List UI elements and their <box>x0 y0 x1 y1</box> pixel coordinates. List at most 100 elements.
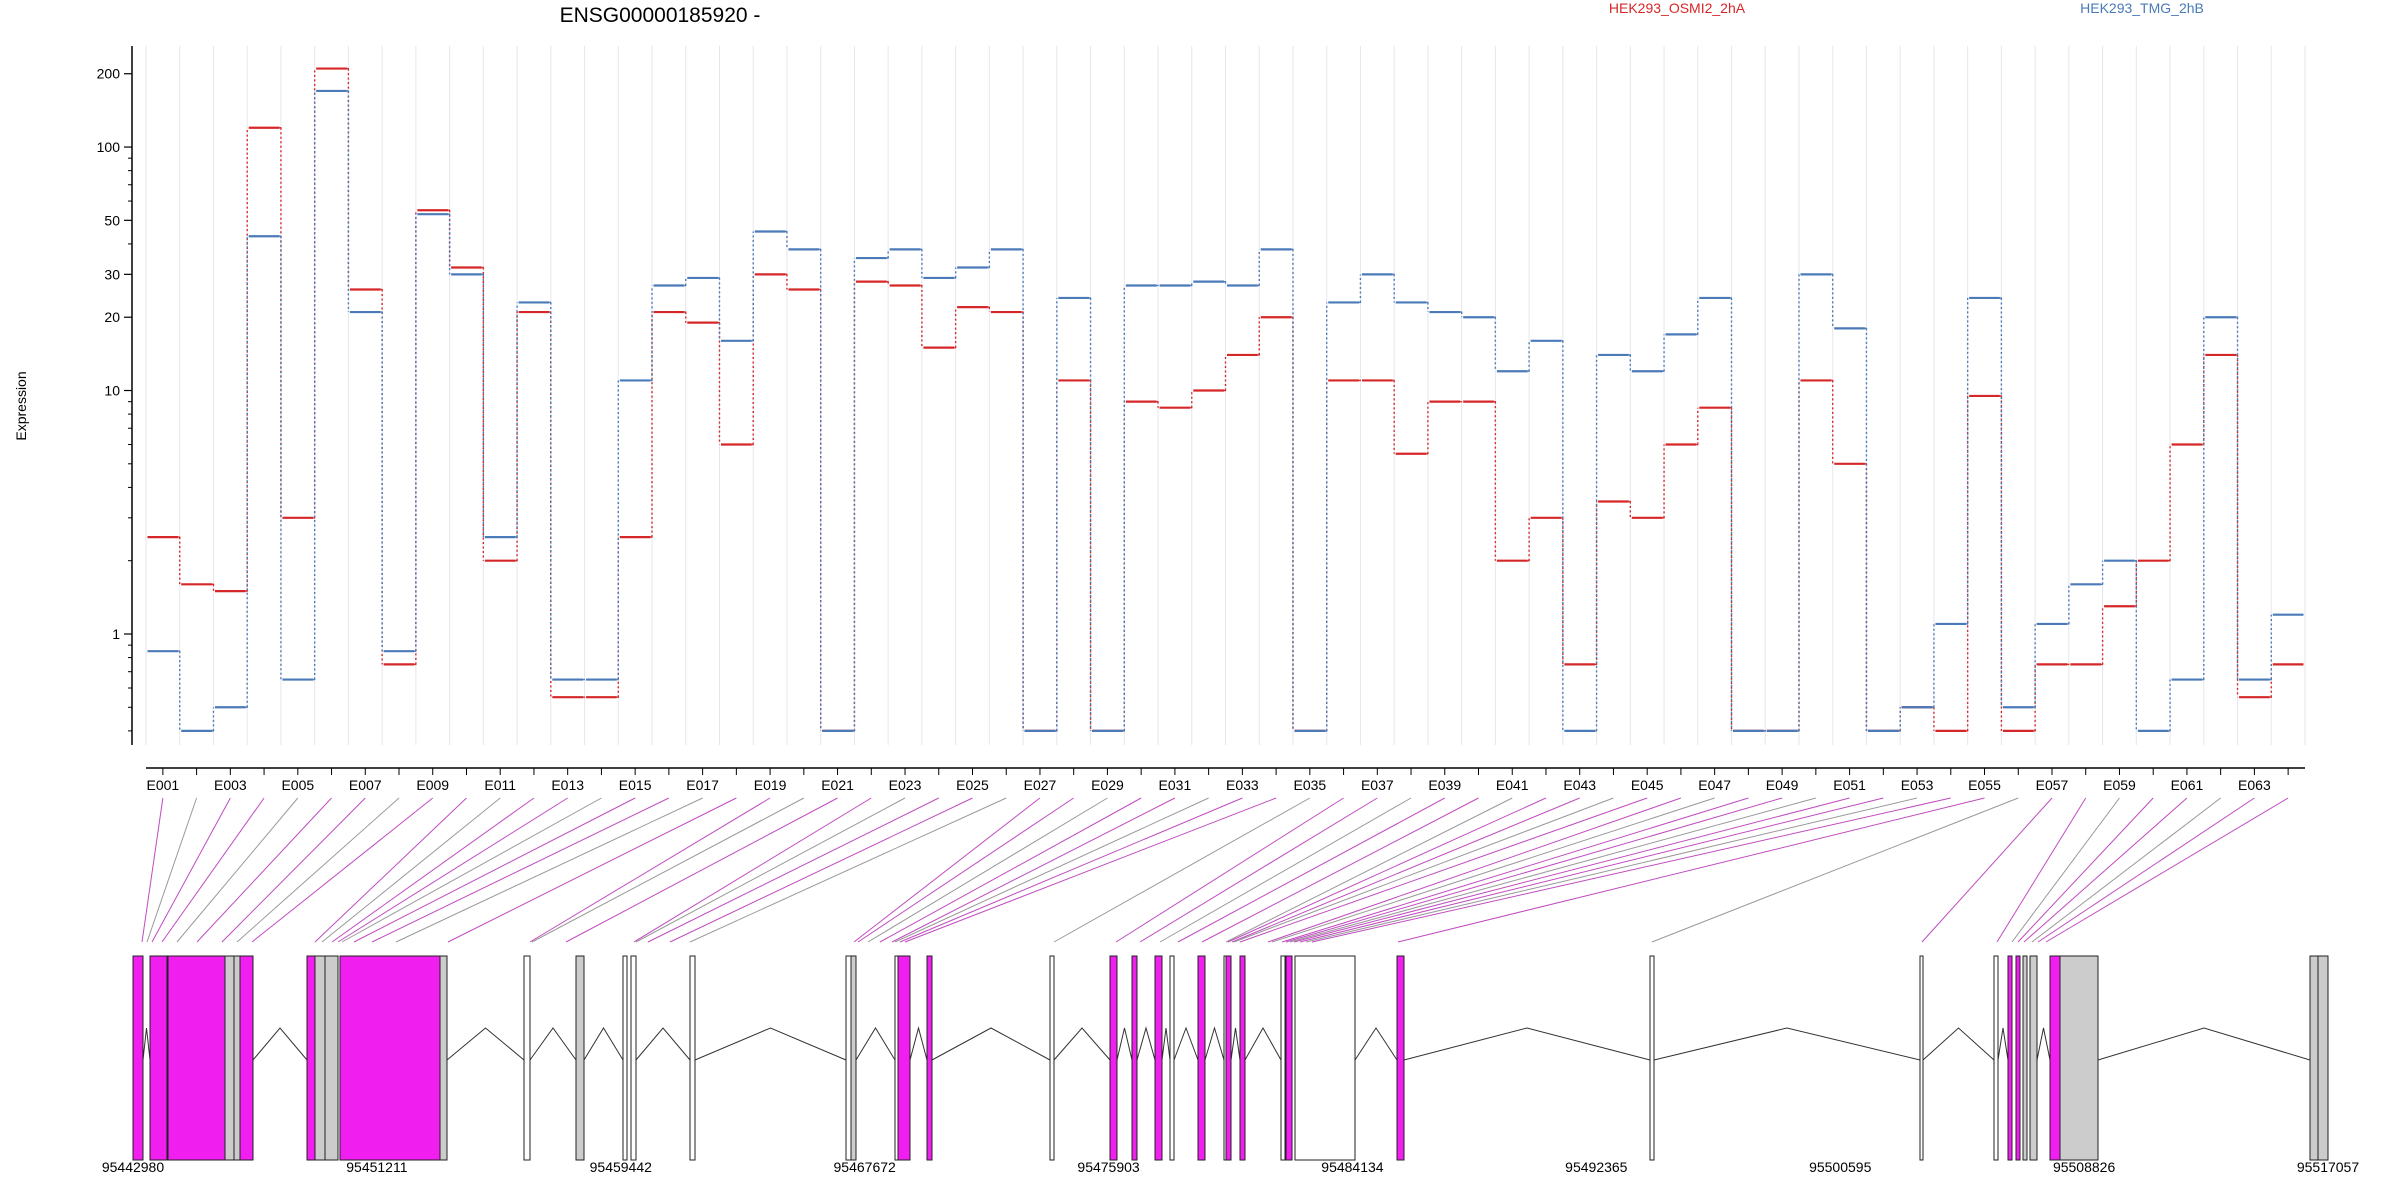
exon-connector <box>341 797 602 943</box>
exon-box <box>2317 955 2329 1161</box>
exon-connector <box>2031 797 2221 943</box>
exon-label: E053 <box>1901 777 1934 793</box>
exon-label: E027 <box>1024 777 1057 793</box>
exon-connector <box>1651 797 2019 943</box>
intron-line <box>1230 1027 1241 1061</box>
genomic-coordinate: 95508826 <box>2053 1159 2116 1175</box>
legend-series-1: HEK293_OSMI2_2hA <box>1609 0 1746 16</box>
exon-connectors <box>141 797 2289 943</box>
intron-line <box>1244 1026 1282 1061</box>
exon-label: E045 <box>1631 777 1664 793</box>
y-tick-label: 10 <box>104 383 120 399</box>
exon-box <box>1049 955 1055 1161</box>
exon-connector <box>221 797 366 943</box>
exon-label: E061 <box>2171 777 2204 793</box>
exon-connector <box>857 797 1074 943</box>
exon-label: E013 <box>551 777 584 793</box>
exon-label: E043 <box>1563 777 1596 793</box>
y-tick-label: 30 <box>104 266 120 282</box>
exon-label: E049 <box>1766 777 1799 793</box>
exon-label: E005 <box>281 777 314 793</box>
genomic-coordinate: 95517057 <box>2297 1159 2360 1175</box>
exon-connector <box>2045 797 2289 943</box>
exon-box <box>2049 955 2061 1161</box>
exon-label: E037 <box>1361 777 1394 793</box>
exon-connector <box>151 797 231 943</box>
exon-connector <box>1053 797 1311 943</box>
exon-connector <box>1921 797 2053 943</box>
exon-connector <box>904 797 1277 943</box>
exon-connector <box>2011 797 2120 943</box>
exon-connector <box>2037 797 2255 943</box>
intron-line <box>635 1027 691 1061</box>
y-tick-label: 20 <box>104 309 120 325</box>
exon-label: E023 <box>889 777 922 793</box>
exon-connector <box>236 797 400 943</box>
exon-connector <box>314 797 467 943</box>
exon-box <box>850 955 857 1161</box>
exon-box <box>523 955 531 1161</box>
exon-label: E051 <box>1833 777 1866 793</box>
exon-connector <box>2023 797 2188 943</box>
exon-box <box>132 955 144 1161</box>
intron-line <box>1173 1026 1199 1061</box>
exon-connector <box>395 797 703 943</box>
intron-line <box>142 1027 151 1061</box>
exon-label: E003 <box>214 777 247 793</box>
y-tick-label: 50 <box>104 212 120 228</box>
exon-box <box>1169 955 1175 1161</box>
exon-connector <box>1289 797 1816 943</box>
exon-connector <box>635 797 906 943</box>
exon-box <box>1225 955 1232 1161</box>
exon-label: E057 <box>2036 777 2069 793</box>
y-axis-label: Expression <box>13 371 29 440</box>
exon-box <box>1396 955 1405 1161</box>
intron-line <box>1354 1027 1398 1061</box>
intron-line <box>1403 1027 1651 1061</box>
exon-connector <box>447 797 737 943</box>
exon-label: E021 <box>821 777 854 793</box>
exon-connector <box>1227 797 1547 943</box>
exon-connector <box>1271 797 1715 943</box>
exon-box <box>2007 955 2013 1161</box>
exon-connector <box>1267 797 1682 943</box>
intron-line <box>2036 1027 2051 1061</box>
exon-label: E059 <box>2103 777 2136 793</box>
exon-connector <box>371 797 670 943</box>
exon-box <box>1294 955 1356 1161</box>
exon-label: E017 <box>686 777 719 793</box>
exon-label: E035 <box>1293 777 1326 793</box>
exon-box <box>233 955 241 1161</box>
intron-line <box>529 1027 577 1061</box>
exon-connector <box>337 797 568 943</box>
exon-box <box>339 955 441 1161</box>
genomic-coordinate: 95442980 <box>102 1159 165 1175</box>
y-tick-label: 100 <box>97 139 121 155</box>
intron-line <box>1136 1026 1156 1061</box>
exon-connector <box>176 797 299 943</box>
exon-box <box>1239 955 1246 1161</box>
exon-connector <box>1285 797 1783 943</box>
exon-box <box>622 955 628 1161</box>
exon-box <box>306 955 316 1161</box>
exon-label: E055 <box>1968 777 2001 793</box>
exon-label: E039 <box>1428 777 1461 793</box>
exon-connector <box>251 797 434 943</box>
exon-connector <box>1281 797 1749 943</box>
intron-line <box>1997 1027 2009 1061</box>
y-tick-label: 200 <box>97 66 121 82</box>
genomic-coordinate: 95484134 <box>1321 1159 1384 1175</box>
intron-line <box>855 1027 896 1061</box>
exon-connector <box>529 797 771 943</box>
exon-label: E001 <box>147 777 180 793</box>
exon-connector <box>1177 797 1446 943</box>
intron-line <box>1922 1027 1995 1061</box>
gene-model <box>132 955 2329 1161</box>
chart-title: ENSG00000185920 - <box>560 4 761 27</box>
intron-line <box>931 1027 1051 1061</box>
exon-box <box>2309 955 2319 1161</box>
intron-line <box>1161 1027 1171 1061</box>
intron-line <box>446 1027 525 1061</box>
exon-box <box>926 955 933 1161</box>
